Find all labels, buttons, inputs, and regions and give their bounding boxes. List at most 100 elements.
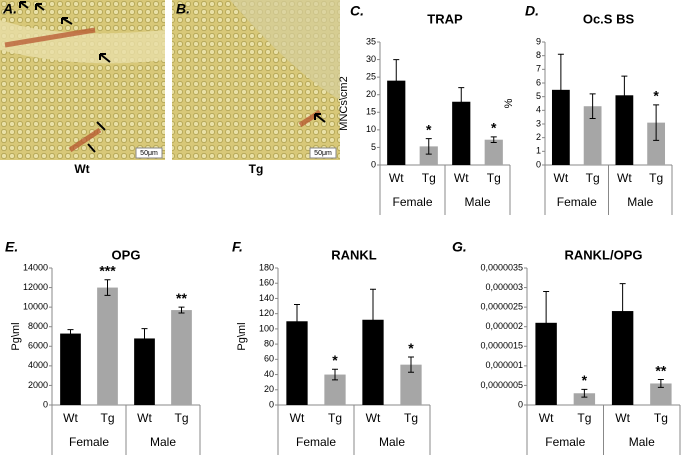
error-bar (581, 388, 588, 398)
error-bar (490, 136, 497, 144)
bar (60, 333, 81, 405)
y-tick-label: 6000 (28, 341, 48, 351)
scale-bar: 50μm (140, 150, 158, 157)
error-bar (178, 306, 185, 314)
image-label: Tg (249, 162, 264, 176)
micrograph-a (0, 0, 165, 160)
y-tick-label: 35 (366, 36, 376, 46)
group-label: Female (557, 195, 597, 209)
y-tick-label: 120 (259, 308, 274, 318)
y-axis-label: Pg\ml (236, 322, 248, 350)
chart-title: RANKL (331, 247, 377, 262)
y-tick-label: 0 (269, 399, 274, 409)
bar (615, 95, 634, 165)
y-tick-label: 30 (366, 54, 376, 64)
bar (286, 321, 308, 405)
group-label: Female (545, 435, 585, 449)
y-tick-label: 8000 (28, 321, 48, 331)
x-tick-label: Wt (63, 411, 78, 425)
y-tick-label: 0,000001 (485, 360, 523, 370)
y-tick-label: 4000 (28, 360, 48, 370)
group-label: Male (150, 435, 176, 449)
y-tick-label: 4 (536, 105, 541, 115)
bar (452, 101, 471, 165)
error-bar (543, 290, 550, 355)
x-tick-label: Wt (615, 411, 630, 425)
x-tick-label: Wt (617, 171, 632, 185)
y-tick-label: 8 (536, 50, 541, 60)
x-tick-label: Tg (100, 411, 114, 425)
y-tick-label: 15 (366, 107, 376, 117)
y-axis-label: MNCs\cm2 (338, 76, 350, 130)
panel-label: F. (232, 239, 243, 255)
group-label: Female (296, 435, 336, 449)
x-tick-label: Wt (366, 411, 381, 425)
y-tick-label: 5 (536, 91, 541, 101)
y-tick-label: 0 (43, 399, 48, 409)
error-bar (619, 283, 626, 339)
y-tick-label: 140 (259, 293, 274, 303)
y-tick-label: 7 (536, 64, 541, 74)
x-tick-label: Tg (487, 171, 501, 185)
error-bar (657, 379, 664, 388)
group-label: Male (379, 435, 405, 449)
error-bar (332, 368, 338, 381)
x-tick-label: Tg (577, 411, 591, 425)
error-bar (67, 329, 74, 338)
error-bar (458, 87, 465, 117)
error-bar (393, 59, 400, 103)
bar (324, 374, 346, 405)
chart-title: Oc.S BS (583, 11, 635, 26)
x-tick-label: Tg (404, 411, 418, 425)
chart-title: OPG (112, 247, 141, 262)
bar (171, 310, 192, 405)
significance: * (653, 88, 659, 104)
x-tick-label: Tg (586, 171, 600, 185)
bar (484, 139, 503, 165)
group-label: Male (629, 435, 655, 449)
y-tick-label: 20 (366, 89, 376, 99)
group-label: Female (392, 195, 432, 209)
y-tick-label: 0,000003 (485, 282, 523, 292)
y-tick-label: 5 (371, 142, 376, 152)
x-tick-label: Tg (649, 171, 663, 185)
y-tick-label: 100 (259, 323, 274, 333)
y-tick-label: 80 (264, 338, 274, 348)
y-tick-label: 0,0000005 (480, 380, 523, 390)
x-tick-label: Wt (137, 411, 152, 425)
y-tick-label: 0,0000025 (480, 302, 523, 312)
chart-title: TRAP (427, 11, 463, 26)
y-tick-label: 25 (366, 72, 376, 82)
y-tick-label: 0,0000015 (480, 341, 523, 351)
y-tick-label: 20 (264, 384, 274, 394)
significance: ** (655, 362, 666, 378)
error-bar (425, 138, 432, 155)
error-bar (589, 93, 596, 120)
bar (362, 319, 384, 405)
x-tick-label: Wt (554, 171, 569, 185)
y-tick-label: 0,000002 (485, 321, 523, 331)
significance: * (582, 372, 588, 388)
y-tick-label: 10000 (23, 302, 48, 312)
significance: * (491, 120, 497, 136)
x-tick-label: Wt (290, 411, 305, 425)
y-tick-label: 0 (371, 159, 376, 169)
bar (573, 393, 596, 405)
scale-bar: 50μm (314, 150, 332, 157)
error-bar (141, 328, 148, 349)
image-label: Wt (74, 162, 89, 176)
significance: * (426, 121, 432, 137)
bar (387, 80, 406, 165)
bar (551, 89, 570, 165)
error-bar (294, 304, 300, 339)
x-tick-label: Wt (389, 171, 404, 185)
significance: ** (176, 290, 187, 306)
y-axis-label: Pg\ml (10, 322, 22, 350)
y-tick-label: 9 (536, 36, 541, 46)
y-tick-label: 0,0000035 (480, 262, 523, 272)
panel-label: A. (2, 1, 17, 17)
y-tick-label: 10 (366, 124, 376, 134)
error-bar (104, 279, 111, 296)
group-label: Male (464, 195, 490, 209)
